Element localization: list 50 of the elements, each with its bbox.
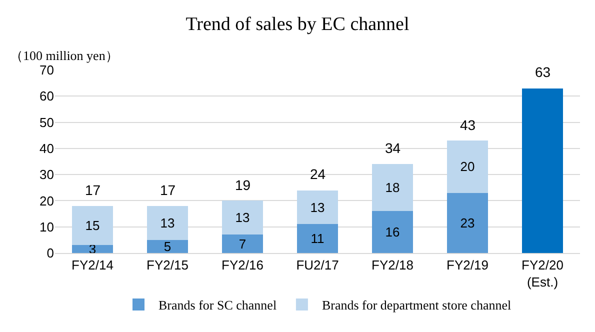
- bar: [72, 245, 114, 253]
- bar: [222, 200, 264, 235]
- bar: [296, 224, 338, 253]
- x-tick-label: FY2/14: [72, 258, 114, 273]
- bar: [222, 234, 264, 253]
- chart-title: Trend of sales by EC channel: [186, 14, 410, 35]
- total-label: 34: [385, 140, 401, 156]
- total-label: 63: [535, 64, 551, 80]
- total-label: 24: [310, 166, 326, 182]
- y-tick-label: 0: [46, 246, 54, 261]
- data-label: 18: [385, 180, 400, 196]
- y-tick-label: 40: [40, 140, 54, 156]
- y-tick-label: 50: [40, 114, 54, 130]
- y-tick-label: 70: [40, 62, 54, 78]
- data-label: 13: [310, 200, 325, 215]
- x-tick-label: FU2/17: [296, 258, 339, 273]
- y-tick-label: 10: [40, 219, 54, 234]
- x-tick-label: FY2/15: [146, 258, 188, 273]
- data-label: 16: [385, 224, 400, 240]
- bar: [72, 206, 114, 246]
- total-label: 19: [235, 177, 251, 193]
- x-tick-label: FY2/18: [372, 258, 414, 273]
- total-label: 17: [160, 182, 176, 198]
- bar: [372, 164, 414, 212]
- bar: [522, 88, 564, 253]
- bar: [372, 211, 414, 253]
- data-label: 7: [238, 236, 246, 252]
- y-axis-title: （100 million yen）: [10, 48, 118, 63]
- data-label: 11: [310, 231, 324, 246]
- x-tick-label: FY2/16: [222, 258, 264, 273]
- y-tick-label: 20: [40, 193, 54, 208]
- bar: [146, 240, 188, 253]
- legend-label: Brands for SC channel: [158, 298, 277, 313]
- y-tick-label: 30: [40, 167, 54, 182]
- data-label: 13: [160, 215, 175, 230]
- data-label: 5: [164, 238, 172, 254]
- total-label: 17: [85, 182, 101, 198]
- x-tick-label: FY2/19: [446, 258, 488, 273]
- data-label: 23: [460, 215, 475, 230]
- total-label: 43: [460, 117, 476, 133]
- bar: [446, 192, 488, 253]
- data-label: 15: [85, 218, 100, 234]
- bar: [146, 206, 188, 240]
- bar: [446, 140, 488, 193]
- bar: [296, 190, 338, 224]
- legend-label: Brands for department store channel: [322, 298, 512, 313]
- data-label: 20: [460, 159, 475, 174]
- y-tick-label: 60: [40, 88, 54, 104]
- x-tick-label: FY2/20 (Est.): [522, 258, 564, 290]
- data-label: 13: [235, 210, 250, 226]
